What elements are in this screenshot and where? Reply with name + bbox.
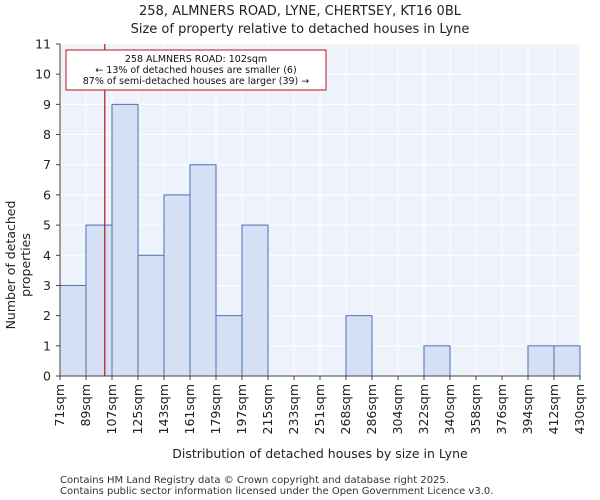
x-tick-label: 376sqm bbox=[494, 384, 509, 434]
y-tick-label: 7 bbox=[43, 157, 51, 172]
annotation-line: ← 13% of detached houses are smaller (6) bbox=[95, 65, 296, 76]
chart-subtitle: Size of property relative to detached ho… bbox=[130, 22, 470, 37]
y-tick-label: 6 bbox=[43, 187, 51, 202]
y-tick-label: 1 bbox=[43, 338, 51, 353]
bar bbox=[163, 194, 191, 377]
bar bbox=[527, 345, 555, 377]
x-tick-label: 251sqm bbox=[312, 384, 327, 434]
x-tick-label: 394sqm bbox=[520, 384, 535, 434]
bar bbox=[189, 164, 217, 377]
x-tick-label: 215sqm bbox=[260, 384, 275, 434]
x-tick-label: 358sqm bbox=[468, 384, 483, 434]
annotation-box bbox=[65, 49, 327, 91]
footer-line-1: Contains HM Land Registry data © Crown c… bbox=[60, 475, 449, 486]
x-tick-label: 197sqm bbox=[234, 384, 249, 434]
x-tick-label: 304sqm bbox=[390, 384, 405, 434]
y-tick-label: 4 bbox=[43, 248, 51, 263]
x-tick-label: 143sqm bbox=[156, 384, 171, 434]
y-tick-label: 2 bbox=[43, 308, 51, 323]
bar bbox=[241, 224, 269, 377]
y-tick-label: 9 bbox=[43, 97, 51, 112]
footer-line-2: Contains public sector information licen… bbox=[60, 486, 494, 497]
x-tick-label: 286sqm bbox=[364, 384, 379, 434]
x-tick-label: 161sqm bbox=[182, 384, 197, 434]
x-tick-label: 430sqm bbox=[572, 384, 587, 434]
bar bbox=[423, 345, 451, 377]
y-tick-label: 0 bbox=[43, 369, 51, 384]
y-tick-label: 11 bbox=[35, 37, 51, 52]
x-axis-label: Distribution of detached houses by size … bbox=[172, 446, 468, 461]
x-tick-label: 268sqm bbox=[338, 384, 353, 434]
chart-title: 258, ALMNERS ROAD, LYNE, CHERTSEY, KT16 … bbox=[139, 4, 461, 19]
annotation-line: 87% of semi-detached houses are larger (… bbox=[83, 76, 310, 87]
bar bbox=[85, 224, 113, 377]
bar bbox=[553, 345, 581, 377]
y-tick-label: 10 bbox=[35, 67, 51, 82]
x-tick-label: 179sqm bbox=[208, 384, 223, 434]
bar bbox=[59, 284, 87, 377]
x-tick-label: 340sqm bbox=[442, 384, 457, 434]
y-tick-label: 5 bbox=[43, 218, 51, 233]
bar bbox=[137, 254, 165, 377]
x-tick-label: 89sqm bbox=[78, 384, 93, 427]
x-tick-label: 125sqm bbox=[130, 384, 145, 434]
y-tick-label: 8 bbox=[43, 127, 51, 142]
x-tick-label: 233sqm bbox=[286, 384, 301, 434]
x-tick-label: 412sqm bbox=[546, 384, 561, 434]
x-tick-label: 107sqm bbox=[104, 384, 119, 434]
annotation-line: 258 ALMNERS ROAD: 102sqm bbox=[125, 54, 267, 65]
x-tick-label: 71sqm bbox=[52, 384, 67, 427]
bar bbox=[345, 315, 373, 377]
bar bbox=[111, 103, 139, 377]
x-tick-label: 322sqm bbox=[416, 384, 431, 434]
bar bbox=[215, 315, 243, 377]
y-tick-label: 3 bbox=[43, 278, 51, 293]
